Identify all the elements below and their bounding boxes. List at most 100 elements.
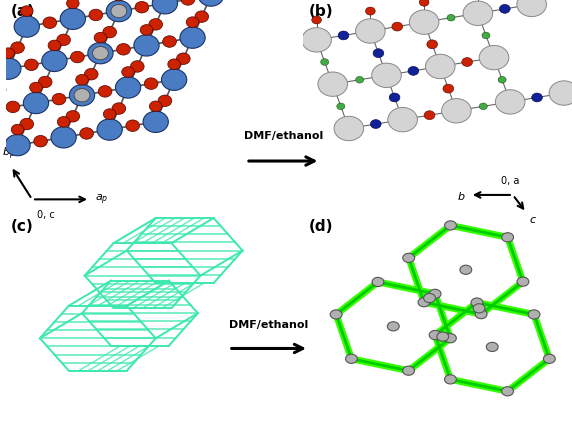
Text: 0, a: 0, a <box>501 176 519 186</box>
Circle shape <box>43 17 57 29</box>
Circle shape <box>444 375 456 384</box>
Circle shape <box>52 93 66 105</box>
Text: (a): (a) <box>11 4 35 20</box>
Circle shape <box>11 124 24 135</box>
Circle shape <box>499 4 510 13</box>
Circle shape <box>186 17 199 27</box>
Circle shape <box>20 118 34 130</box>
Circle shape <box>356 76 364 83</box>
Circle shape <box>543 354 555 363</box>
Text: (b): (b) <box>308 4 333 20</box>
Circle shape <box>345 354 358 363</box>
Circle shape <box>122 67 134 77</box>
Circle shape <box>2 48 15 58</box>
Circle shape <box>88 43 113 64</box>
Circle shape <box>427 40 438 49</box>
Circle shape <box>38 76 52 88</box>
Circle shape <box>479 103 487 109</box>
Circle shape <box>134 35 159 56</box>
Text: 0, c: 0, c <box>37 210 55 220</box>
Circle shape <box>66 110 80 122</box>
Circle shape <box>181 0 195 5</box>
Circle shape <box>158 95 172 106</box>
Circle shape <box>482 32 490 39</box>
Circle shape <box>69 85 94 106</box>
Circle shape <box>149 19 162 30</box>
Circle shape <box>104 109 116 119</box>
Circle shape <box>471 298 483 307</box>
Circle shape <box>113 0 125 1</box>
Circle shape <box>388 107 418 132</box>
Circle shape <box>517 0 546 17</box>
Circle shape <box>66 0 79 9</box>
Text: (c): (c) <box>11 219 34 234</box>
Circle shape <box>424 111 435 120</box>
Text: $a_p$: $a_p$ <box>95 192 109 207</box>
Circle shape <box>334 116 364 141</box>
Circle shape <box>94 32 107 43</box>
Circle shape <box>0 84 6 95</box>
Circle shape <box>21 6 33 16</box>
Circle shape <box>318 72 348 96</box>
Circle shape <box>5 135 30 156</box>
Circle shape <box>549 81 572 105</box>
Circle shape <box>51 127 76 148</box>
Circle shape <box>117 43 130 55</box>
Circle shape <box>444 221 456 230</box>
Circle shape <box>126 120 140 132</box>
Circle shape <box>373 49 384 58</box>
Circle shape <box>502 233 514 242</box>
Circle shape <box>93 46 108 60</box>
Circle shape <box>463 1 492 26</box>
Circle shape <box>14 16 39 37</box>
Circle shape <box>0 58 21 79</box>
Circle shape <box>372 277 384 287</box>
Circle shape <box>356 19 385 43</box>
Circle shape <box>312 16 321 24</box>
Circle shape <box>372 63 402 87</box>
Circle shape <box>195 11 209 23</box>
Circle shape <box>426 54 455 79</box>
Circle shape <box>103 26 117 38</box>
Text: DMF/ethanol: DMF/ethanol <box>244 131 323 141</box>
Circle shape <box>97 119 122 140</box>
Circle shape <box>419 0 429 6</box>
Circle shape <box>168 59 180 69</box>
Circle shape <box>25 59 38 71</box>
Circle shape <box>57 34 70 46</box>
Circle shape <box>0 143 1 155</box>
Circle shape <box>116 77 141 98</box>
Circle shape <box>48 40 61 51</box>
Circle shape <box>112 103 126 114</box>
Circle shape <box>338 31 349 40</box>
Circle shape <box>479 46 509 70</box>
Circle shape <box>80 128 93 139</box>
Circle shape <box>149 101 162 112</box>
Circle shape <box>498 76 506 83</box>
Circle shape <box>162 36 176 47</box>
Circle shape <box>177 53 190 64</box>
Circle shape <box>89 9 103 21</box>
Circle shape <box>528 310 540 319</box>
Circle shape <box>57 117 70 127</box>
Circle shape <box>392 22 403 31</box>
Circle shape <box>418 298 430 307</box>
Circle shape <box>30 82 42 93</box>
Circle shape <box>442 98 471 123</box>
Text: DMF/ethanol: DMF/ethanol <box>229 320 308 330</box>
Circle shape <box>424 294 435 302</box>
Circle shape <box>302 28 331 52</box>
Circle shape <box>60 8 85 29</box>
Circle shape <box>85 69 98 80</box>
Circle shape <box>140 25 153 35</box>
Circle shape <box>337 103 345 109</box>
Circle shape <box>6 101 20 112</box>
Circle shape <box>429 289 441 299</box>
Circle shape <box>161 69 186 90</box>
Circle shape <box>321 59 329 65</box>
Circle shape <box>330 310 342 319</box>
Circle shape <box>23 92 49 114</box>
Circle shape <box>11 42 25 53</box>
Circle shape <box>447 14 455 21</box>
Circle shape <box>371 120 381 129</box>
